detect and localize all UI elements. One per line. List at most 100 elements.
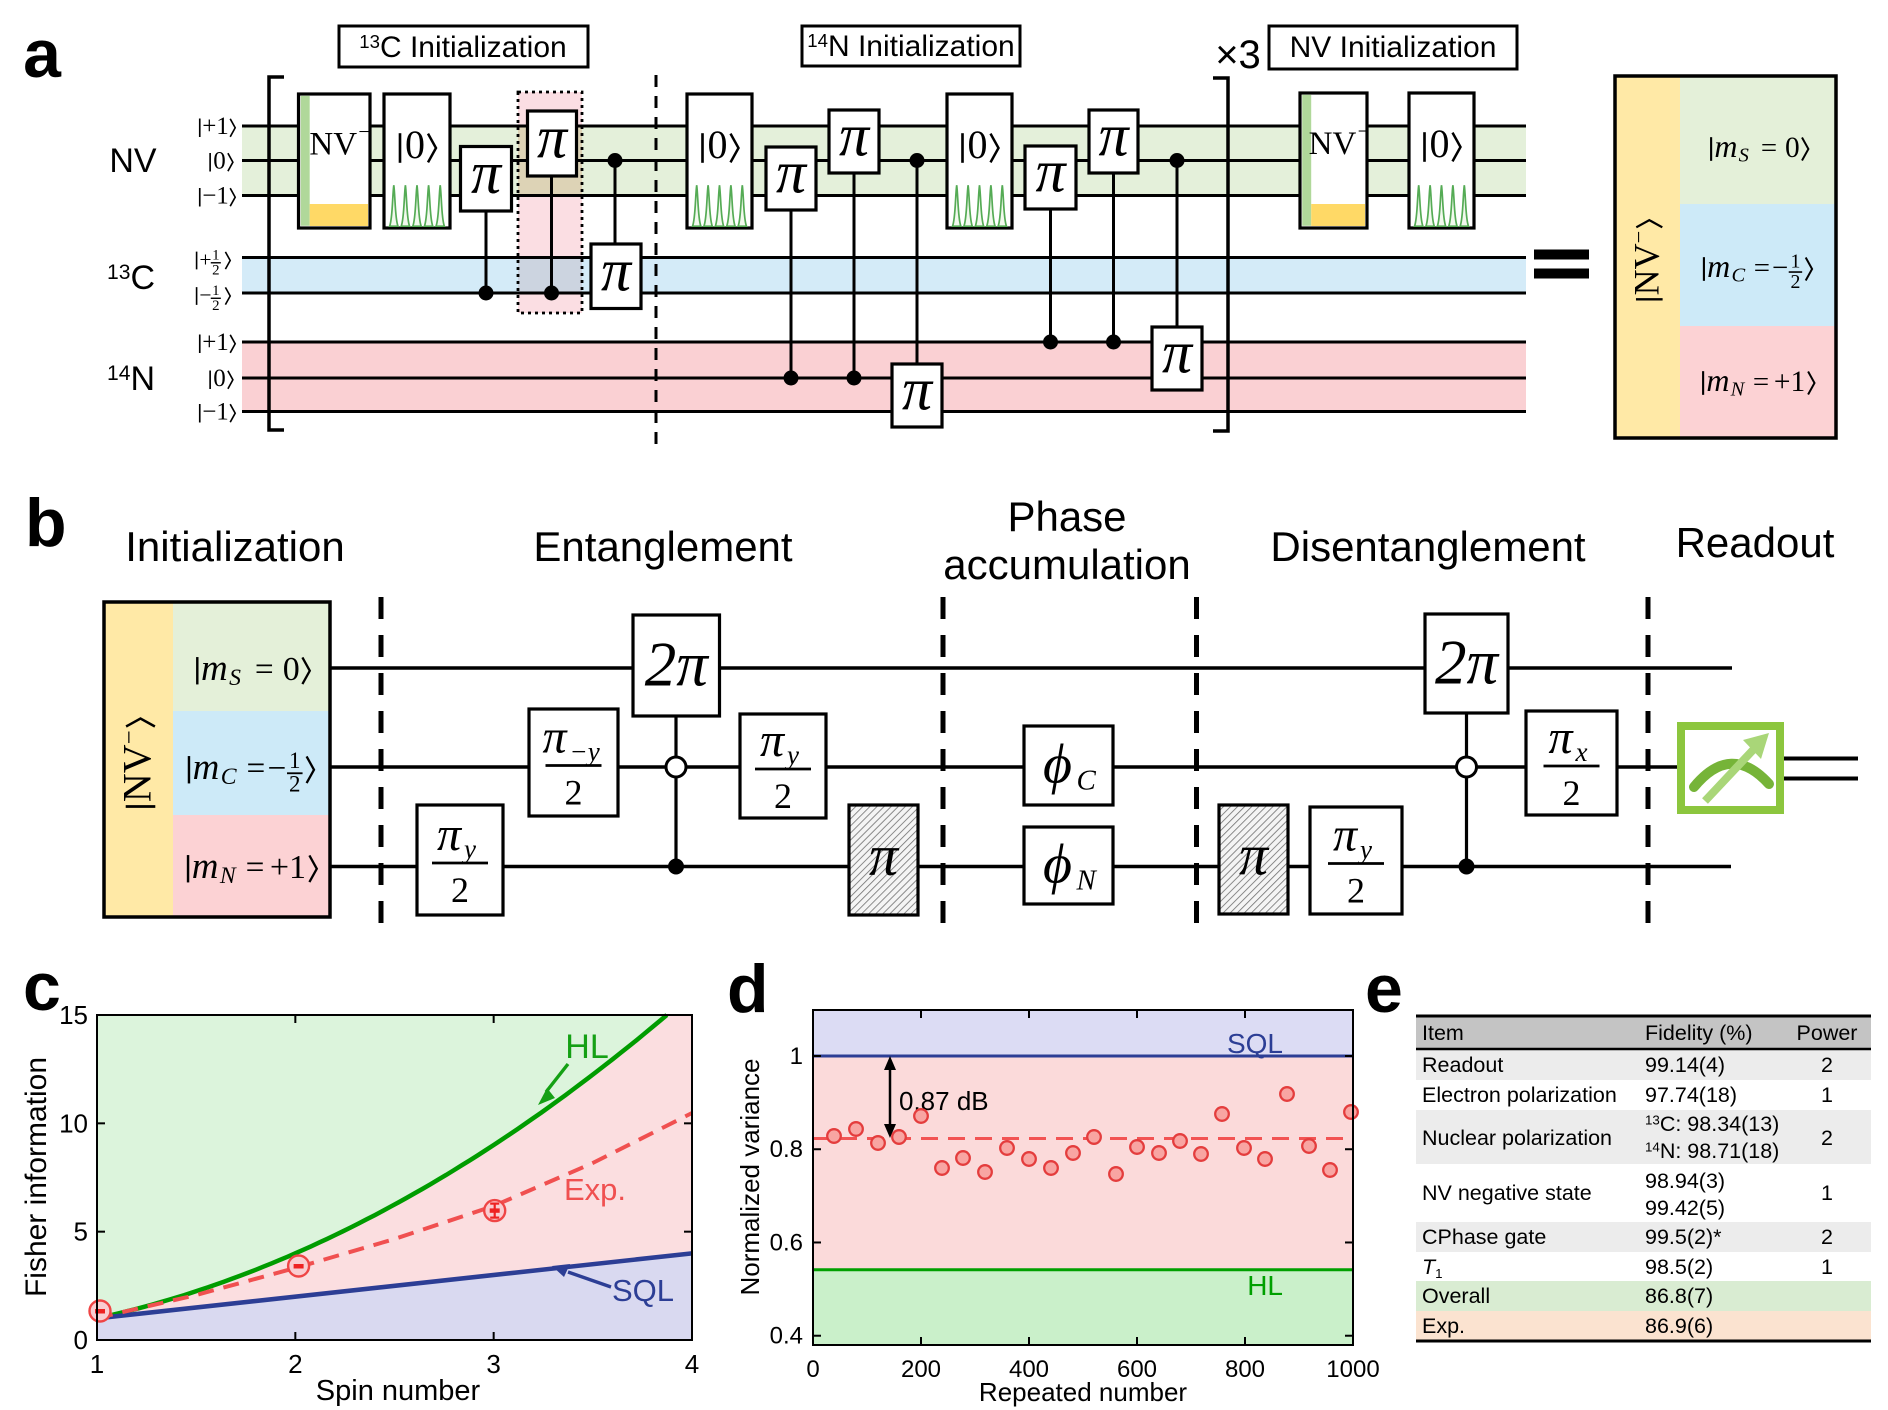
svg-text:1: 1: [1821, 1083, 1833, 1107]
svg-text:Spin number: Spin number: [316, 1375, 481, 1407]
svg-text:Entanglement: Entanglement: [533, 523, 793, 570]
svg-text:Fisher information: Fisher information: [20, 1057, 53, 1297]
svg-text:Normalized variance: Normalized variance: [735, 1059, 765, 1296]
svg-text:0: 0: [806, 1356, 819, 1383]
svg-text:0: 0: [1430, 121, 1450, 166]
svg-text:Overall: Overall: [1422, 1284, 1490, 1308]
svg-text:97.74(18): 97.74(18): [1645, 1083, 1737, 1107]
svg-text:π: π: [437, 808, 463, 861]
svg-text:2π: 2π: [645, 630, 710, 700]
svg-text:0: 0: [708, 122, 728, 167]
svg-text:CPhase gate: CPhase gate: [1422, 1225, 1546, 1249]
svg-text:2: 2: [1821, 1053, 1833, 1077]
svg-text:13C Initialization: 13C Initialization: [359, 31, 566, 64]
svg-text:86.8(7): 86.8(7): [1645, 1284, 1713, 1308]
svg-text:−1: −1: [202, 399, 229, 426]
svg-text:2: 2: [774, 776, 792, 816]
svg-text:m: m: [1707, 248, 1730, 284]
svg-text:2: 2: [1821, 1225, 1833, 1249]
svg-text:NV: NV: [109, 142, 157, 180]
svg-text:4: 4: [685, 1349, 699, 1379]
svg-text:d: d: [727, 951, 769, 1027]
svg-text:SQL: SQL: [1227, 1028, 1283, 1059]
svg-text:Nuclear polarization: Nuclear polarization: [1422, 1126, 1612, 1150]
svg-text:NV: NV: [115, 744, 160, 802]
svg-text:2: 2: [1347, 871, 1365, 911]
svg-text:−: −: [116, 730, 143, 744]
svg-text:2: 2: [289, 772, 300, 797]
svg-text:14N Initialization: 14N Initialization: [807, 30, 1014, 63]
svg-text:1: 1: [1821, 1181, 1833, 1205]
svg-text:5: 5: [74, 1217, 88, 1247]
svg-text:+: +: [199, 248, 211, 272]
svg-text:S: S: [1739, 144, 1749, 166]
svg-text:π: π: [542, 711, 568, 764]
svg-text:13C: 98.34(13): 13C: 98.34(13): [1645, 1112, 1779, 1136]
svg-text:−: −: [1358, 119, 1370, 143]
svg-text:10: 10: [59, 1108, 88, 1138]
svg-text:2: 2: [288, 1349, 302, 1379]
svg-text:1: 1: [1790, 250, 1800, 272]
svg-text:99.14(4): 99.14(4): [1645, 1053, 1725, 1077]
svg-text:π: π: [471, 140, 503, 206]
svg-text:T1: T1: [1422, 1255, 1443, 1281]
svg-text:+1: +1: [202, 113, 229, 140]
svg-text:2: 2: [451, 870, 469, 910]
svg-text:Initialization: Initialization: [125, 523, 344, 570]
svg-text:1: 1: [212, 247, 219, 263]
svg-text:HL: HL: [1247, 1270, 1283, 1301]
svg-text:=: =: [255, 651, 274, 688]
svg-text:NV Initialization: NV Initialization: [1290, 31, 1497, 64]
svg-text:π: π: [1162, 320, 1194, 386]
svg-text:π: π: [1098, 103, 1130, 169]
svg-text:0.6: 0.6: [770, 1229, 803, 1256]
svg-text:99.42(5): 99.42(5): [1645, 1196, 1725, 1220]
svg-text:2: 2: [1790, 271, 1800, 293]
svg-text:SQL: SQL: [612, 1273, 674, 1308]
svg-text:0.8: 0.8: [770, 1136, 803, 1163]
svg-text:Readout: Readout: [1676, 519, 1835, 566]
svg-text:π: π: [1333, 809, 1359, 862]
svg-text:Power: Power: [1797, 1021, 1858, 1045]
svg-text:π: π: [1035, 139, 1067, 205]
svg-text:π: π: [760, 714, 786, 767]
svg-text:ϕ: ϕ: [1043, 734, 1072, 796]
svg-text:0: 0: [1785, 132, 1800, 164]
svg-text:Repeated number: Repeated number: [979, 1377, 1187, 1407]
svg-text:99.5(2)*: 99.5(2)*: [1645, 1225, 1722, 1249]
svg-text:N: N: [1730, 378, 1746, 400]
svg-text:ϕ: ϕ: [1043, 834, 1072, 896]
svg-text:−: −: [1626, 231, 1651, 244]
svg-text:N: N: [1076, 865, 1098, 897]
svg-text:NV: NV: [1626, 243, 1666, 295]
svg-text:=: =: [1754, 252, 1770, 284]
svg-text:13C: 13C: [107, 259, 155, 297]
svg-text:NV negative state: NV negative state: [1422, 1181, 1592, 1205]
svg-text:π: π: [537, 105, 569, 171]
svg-text:1: 1: [212, 283, 219, 299]
svg-text:=: =: [246, 849, 265, 886]
svg-text:Electron polarization: Electron polarization: [1422, 1083, 1617, 1107]
svg-text:15: 15: [59, 1000, 88, 1030]
svg-text:Fidelity (%): Fidelity (%): [1645, 1021, 1753, 1045]
svg-text:−: −: [199, 283, 211, 307]
svg-text:y: y: [1357, 835, 1372, 865]
svg-text:accumulation: accumulation: [943, 541, 1190, 588]
svg-text:−: −: [358, 119, 370, 143]
svg-text:3: 3: [486, 1349, 500, 1379]
svg-text:=: =: [247, 750, 266, 787]
svg-text:m: m: [193, 747, 220, 788]
svg-text:=: =: [1761, 132, 1777, 164]
svg-text:y: y: [784, 740, 799, 770]
svg-text:π: π: [839, 103, 871, 169]
svg-text:0: 0: [213, 148, 226, 175]
svg-text:0: 0: [74, 1325, 88, 1355]
svg-text:HL: HL: [565, 1028, 608, 1066]
svg-text:C: C: [1077, 765, 1097, 797]
svg-text:0.87 dB: 0.87 dB: [899, 1086, 989, 1116]
svg-text:1: 1: [90, 1349, 104, 1379]
svg-text:−: −: [1772, 252, 1788, 284]
svg-text:NV: NV: [1309, 126, 1357, 162]
svg-text:e: e: [1365, 951, 1403, 1027]
svg-text:2π: 2π: [1435, 628, 1500, 698]
